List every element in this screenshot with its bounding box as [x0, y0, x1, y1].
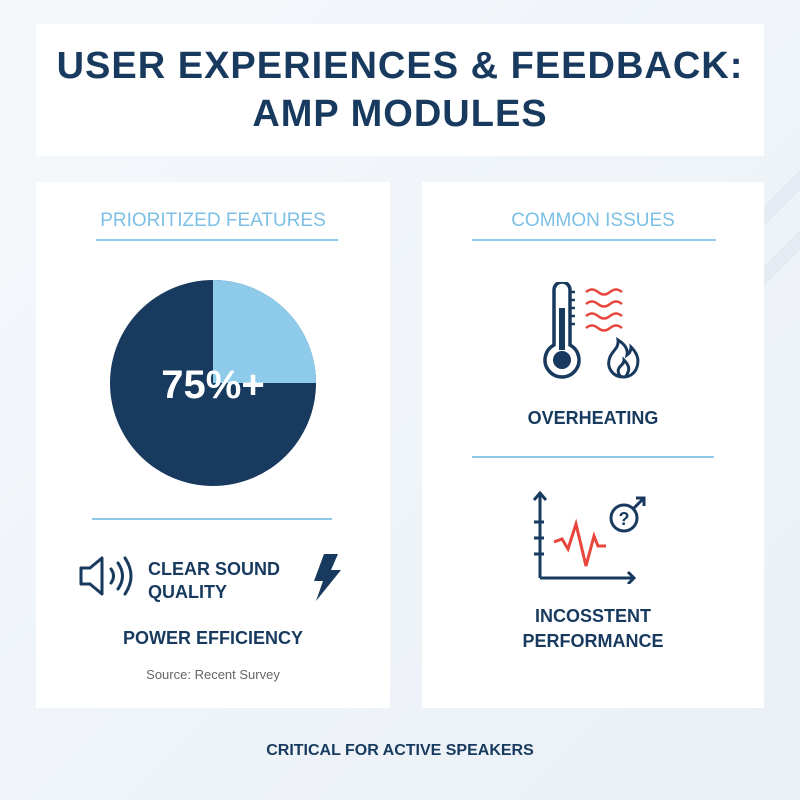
inconsistent-performance-icon: ? — [532, 490, 646, 584]
feature-clear-sound: CLEAR SOUND QUALITY — [148, 558, 280, 604]
issue-inconsistent-performance: INCOSSTENT PERFORMANCE — [422, 604, 764, 654]
svg-text:?: ? — [619, 509, 630, 529]
title-banner: USER EXPERIENCES & FEEDBACK: AMP MODULES — [36, 24, 764, 156]
pie-slice-light — [213, 280, 316, 383]
flame-icon — [607, 337, 640, 379]
feature-line: QUALITY — [148, 582, 227, 602]
pie-label: 75%+ — [161, 363, 264, 407]
feature-line: CLEAR SOUND — [148, 559, 281, 579]
source-note: Source: Recent Survey — [146, 667, 280, 682]
lightning-bolt-icon — [314, 554, 341, 601]
erratic-graph-icon — [532, 490, 637, 584]
question-icon: ? — [609, 496, 646, 533]
divider — [472, 456, 714, 458]
overheating-icon — [543, 282, 640, 379]
divider — [96, 239, 338, 241]
panel-heading: PRIORITIZED FEATURES — [100, 210, 326, 231]
feature-power-efficiency: POWER EFFICIENCY — [122, 628, 303, 648]
divider — [92, 518, 332, 520]
page-title-line2: AMP MODULES — [252, 93, 548, 135]
panel-heading: COMMON ISSUES — [511, 210, 675, 231]
thermometer-icon — [543, 282, 581, 379]
speaker-icon — [79, 556, 133, 596]
common-issues-panel: COMMON ISSUES OVERHEATING ? INCOSSTENT P… — [422, 182, 764, 708]
feature-pie-chart: 75%+ — [110, 280, 316, 486]
issue-overheating: OVERHEATING — [527, 408, 659, 428]
page-title-line1: USER EXPERIENCES & FEEDBACK: — [56, 45, 744, 87]
prioritized-features-panel: PRIORITIZED FEATURES 75%+ CLEAR SOUND QU… — [36, 182, 390, 708]
issue-line: PERFORMANCE — [522, 631, 664, 651]
issue-line: INCOSSTENT — [534, 606, 651, 626]
divider — [472, 239, 716, 241]
footer-caption: CRITICAL FOR ACTIVE SPEAKERS — [266, 742, 534, 759]
heat-waves-icon — [585, 288, 623, 332]
